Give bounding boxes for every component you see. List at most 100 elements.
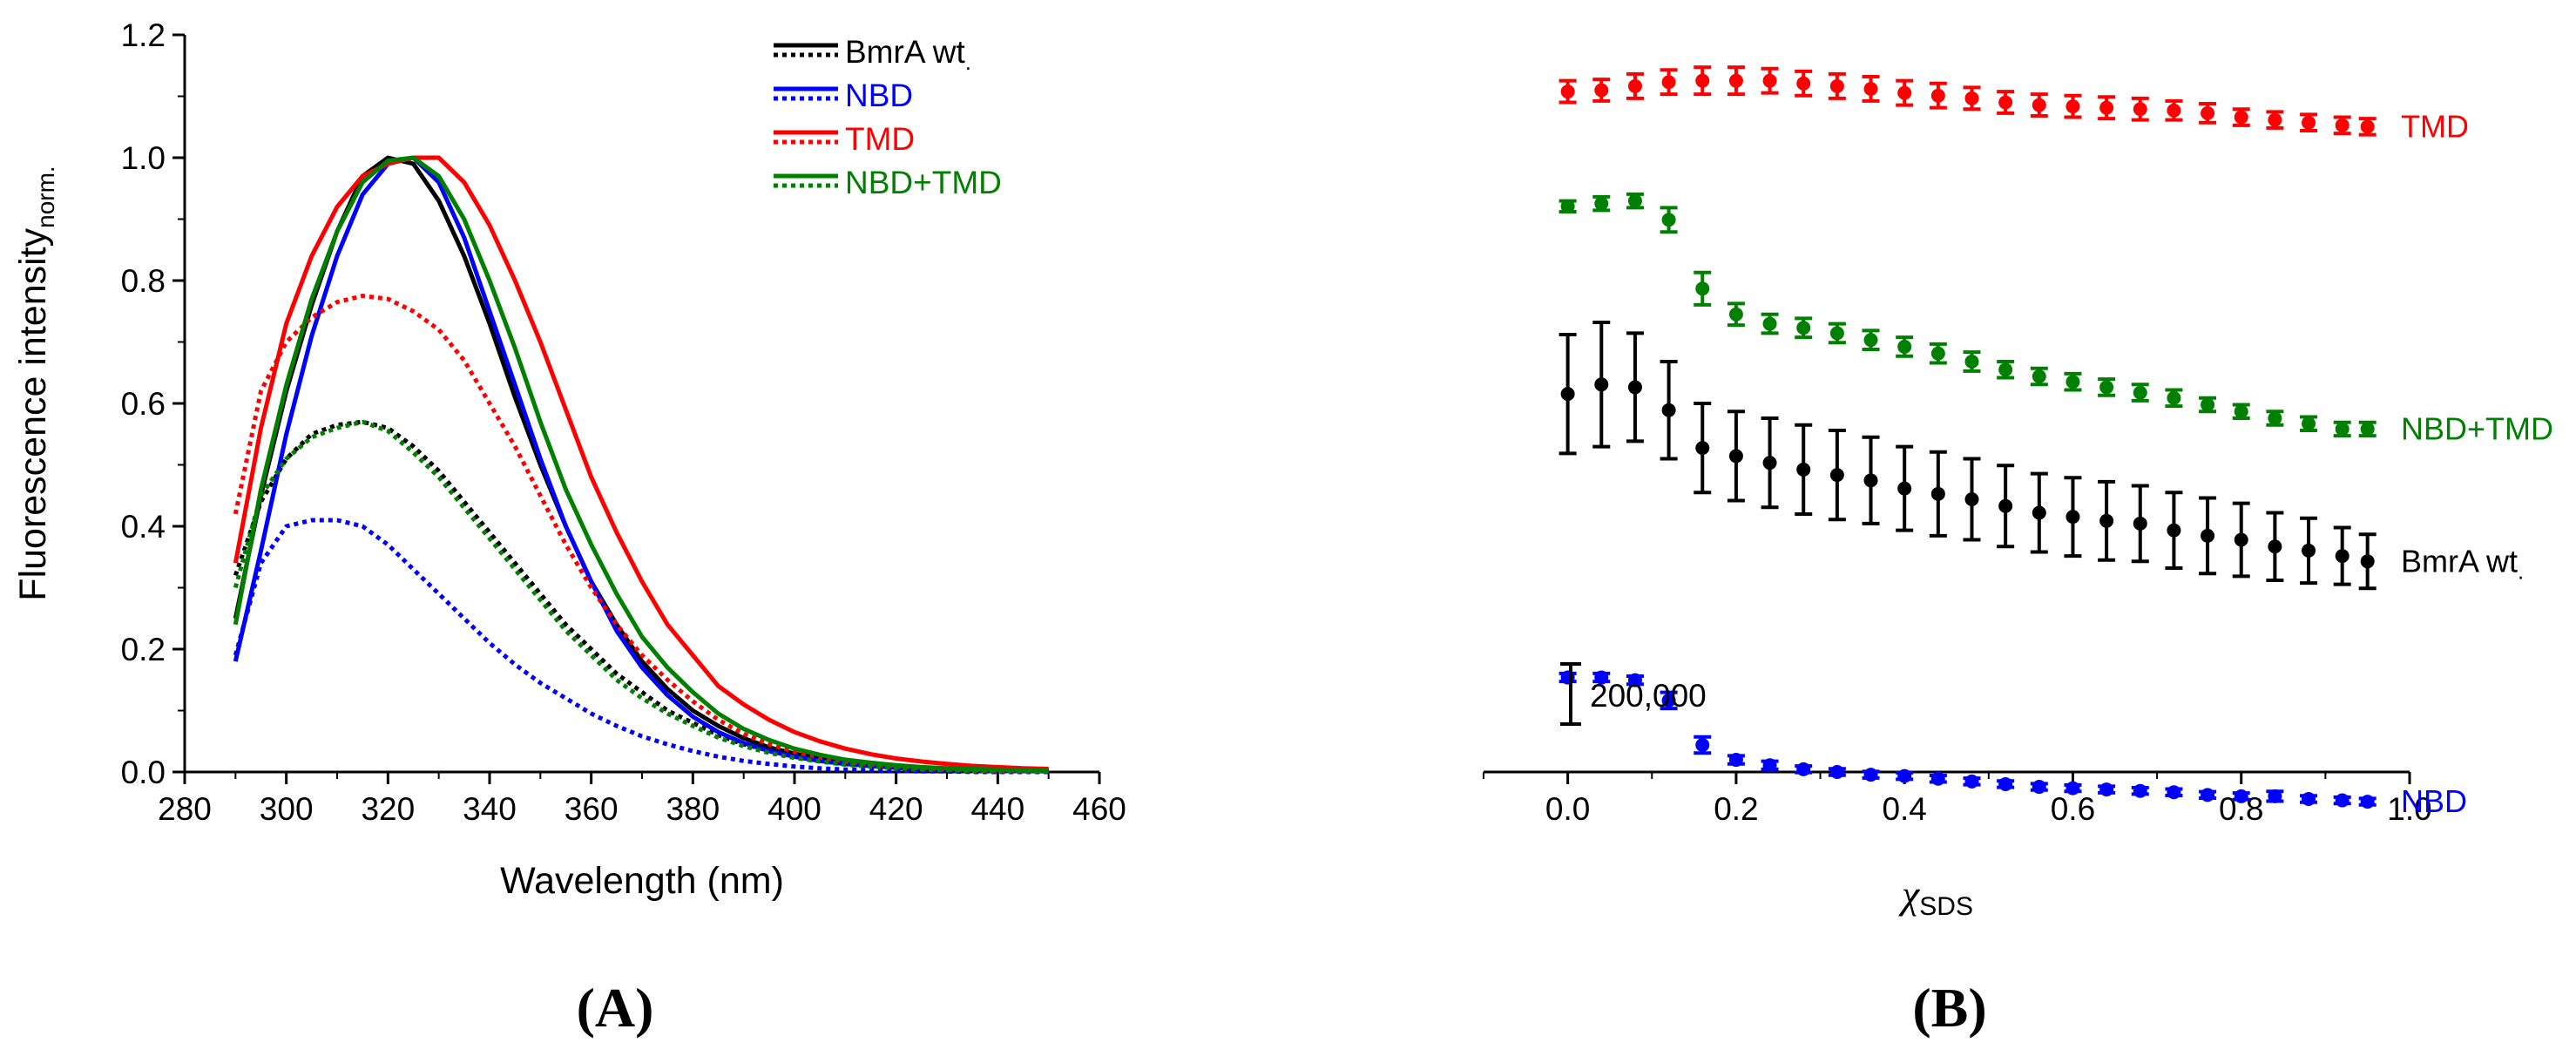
data-point — [1594, 83, 1609, 98]
panel-a-x-tick-label: 440 — [970, 791, 1024, 827]
panel-a-y-tick-label: 1.0 — [121, 140, 166, 176]
data-point — [1930, 88, 1945, 103]
panel-a-x-tick-label: 360 — [565, 791, 619, 827]
data-point — [2032, 780, 2046, 795]
data-point — [2335, 793, 2350, 808]
data-point — [1762, 456, 1777, 471]
data-point — [1964, 492, 1979, 507]
series-label-nbd: NBD — [2401, 783, 2467, 819]
series-line-bmra-wt-dotted — [233, 419, 1049, 774]
panel-a-x-tick-label: 320 — [361, 791, 415, 827]
data-point — [2133, 783, 2147, 798]
data-point — [1661, 693, 1676, 708]
series-line-tmd-dotted — [233, 294, 1049, 774]
data-point — [2201, 397, 2215, 412]
panel-a-y-tick-label: 0.0 — [121, 755, 166, 790]
panel-a-series — [233, 155, 1049, 775]
series-bmra-wt — [1558, 321, 2377, 591]
data-point — [1964, 354, 1979, 369]
panel-a-y-axis-label: Fluorescence intensitynorm. — [12, 166, 59, 600]
data-point — [2032, 505, 2046, 520]
data-point — [1762, 758, 1777, 773]
legend-label-nbd: NBD — [845, 78, 913, 113]
series-line-nbd-dotted — [233, 518, 1049, 775]
data-point — [2099, 100, 2114, 115]
data-point — [1728, 753, 1743, 768]
data-point — [2302, 115, 2316, 130]
data-point — [1930, 771, 1945, 786]
data-point — [2167, 785, 2181, 800]
series-nbd — [1558, 670, 2377, 809]
data-point — [1829, 468, 1844, 483]
data-point — [1560, 199, 1575, 213]
panel-b-label: (B) — [1912, 977, 1986, 1039]
data-point — [2335, 422, 2350, 437]
data-point — [1998, 362, 2013, 377]
panel-a-label: (A) — [577, 977, 654, 1039]
series-line-nbd-tmd-dotted — [233, 419, 1049, 774]
series-line-tmd-solid — [233, 155, 1049, 771]
data-point — [1930, 486, 1945, 501]
data-point — [1560, 85, 1575, 99]
legend-label-nbd-tmd: NBD+TMD — [845, 165, 1002, 200]
legend-label-bmra-wt: BmrA wt. — [845, 34, 971, 75]
data-point — [1829, 765, 1844, 779]
data-point — [1897, 768, 1912, 783]
panel-b-series — [1558, 65, 2377, 809]
data-point — [1594, 196, 1609, 211]
series-label-bmra-wt: BmrA wt. — [2401, 543, 2524, 584]
data-point — [2066, 375, 2080, 389]
data-point — [1695, 281, 1710, 296]
panel-a-chart: 280 300 320 340 360 380 400 420 440 460 0.0 0.2 0.4 0… — [12, 17, 1126, 1039]
data-point — [1728, 449, 1743, 464]
data-point — [1863, 473, 1878, 488]
data-point — [1661, 403, 1676, 417]
data-point — [2268, 539, 2282, 554]
data-point — [1762, 73, 1777, 88]
data-point — [2360, 422, 2375, 437]
data-point — [2234, 532, 2248, 547]
data-point — [1627, 78, 1642, 93]
data-point — [1728, 307, 1743, 322]
legend-label-tmd: TMD — [845, 121, 915, 157]
data-point — [1897, 339, 1912, 354]
data-point — [1627, 380, 1642, 395]
panel-a-x-tick-label: 300 — [260, 791, 314, 827]
data-point — [2201, 788, 2215, 802]
data-point — [2032, 98, 2046, 112]
series-label-tmd: TMD — [2401, 108, 2469, 144]
panel-b-axes: 0.0 0.2 0.4 0.6 0.8 1.0 — [1483, 770, 2432, 827]
series-line-bmra-wt-solid — [233, 155, 1049, 774]
data-point — [2099, 513, 2114, 528]
panel-a-y-tick-label: 0.4 — [121, 509, 166, 545]
series-tmd — [1558, 65, 2377, 137]
data-point — [1863, 81, 1878, 96]
panel-b-x-tick-label: 0.6 — [2051, 791, 2095, 827]
panel-a-x-tick-label: 280 — [158, 791, 212, 827]
data-point — [1998, 95, 2013, 110]
data-point — [2302, 543, 2316, 558]
data-point — [2201, 105, 2215, 120]
data-point — [2234, 789, 2248, 803]
data-point — [2066, 99, 2080, 114]
panel-a-x-tick-label: 420 — [869, 791, 923, 827]
data-point — [1661, 213, 1676, 227]
panel-a-legend: BmrA wt.NBD TMD NBD+TMD — [774, 34, 1002, 200]
data-point — [2066, 510, 2080, 525]
data-point — [1796, 462, 1811, 477]
series-nbd-tmd — [1558, 192, 2377, 438]
data-point — [1998, 498, 2013, 513]
data-point — [1695, 73, 1710, 88]
data-point — [2201, 528, 2215, 543]
data-point — [2167, 390, 2181, 405]
data-point — [1897, 85, 1912, 100]
panel-a-x-axis-label: Wavelength (nm) — [500, 860, 784, 902]
data-point — [1560, 387, 1575, 402]
data-point — [2167, 523, 2181, 538]
data-point — [2302, 416, 2316, 431]
panel-a-y-tick-label: 0.6 — [121, 386, 166, 422]
data-point — [2099, 782, 2114, 797]
data-point — [2099, 380, 2114, 395]
panel-b-series-labels: TMD NBD+TMD BmrA wt. NBD — [2401, 108, 2553, 819]
